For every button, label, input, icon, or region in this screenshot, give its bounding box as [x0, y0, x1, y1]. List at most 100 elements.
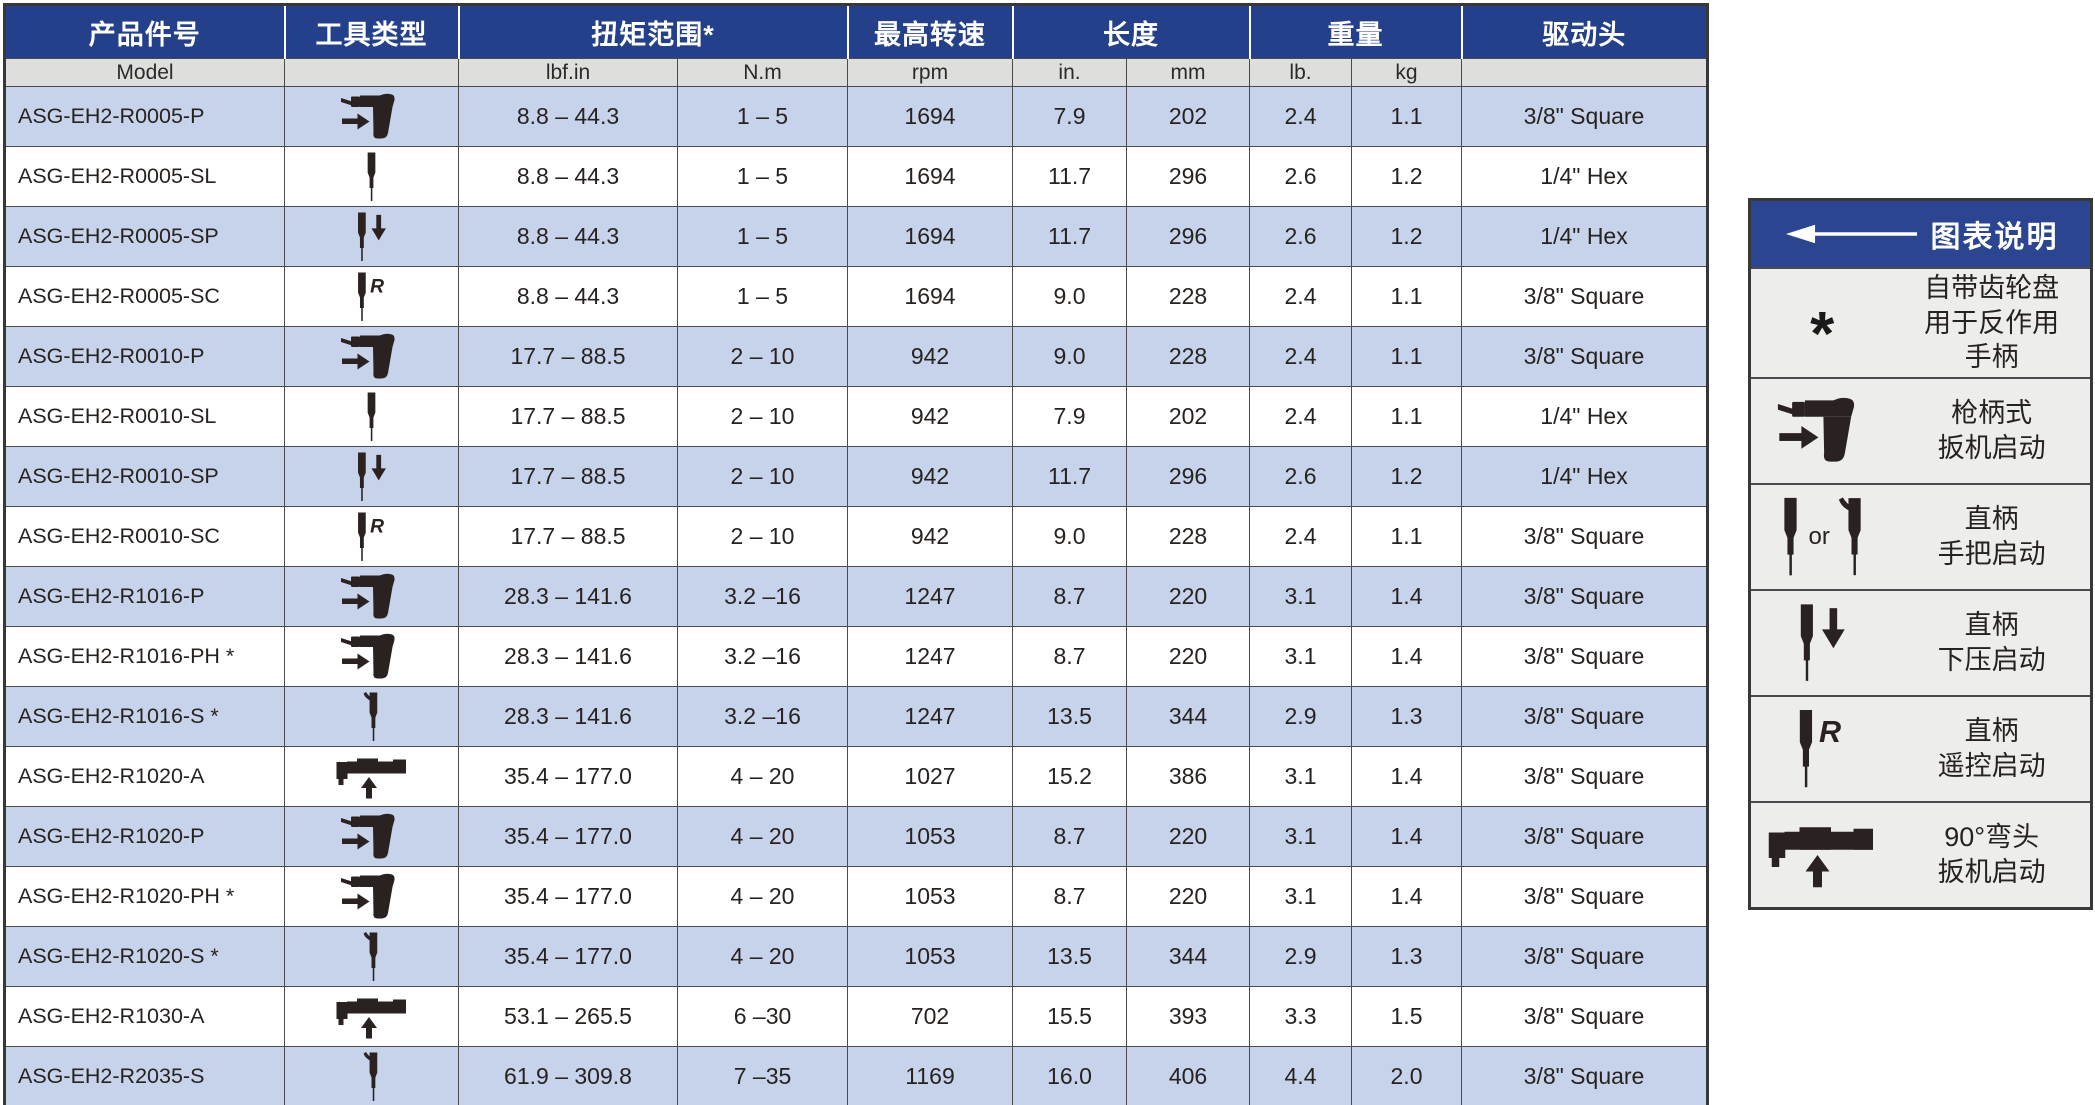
- drive-cell: 3/8" Square: [1461, 686, 1709, 747]
- weight-lb-cell: 3.1: [1249, 746, 1353, 807]
- weight-lb-cell: 2.4: [1249, 266, 1353, 327]
- length-in-cell: 7.9: [1012, 86, 1128, 147]
- torque-nm-cell: 1 – 5: [676, 206, 849, 267]
- length-mm-cell: 386: [1126, 746, 1251, 807]
- torque-nm-cell: 2 – 10: [676, 326, 849, 387]
- length-mm-cell: 228: [1126, 506, 1251, 567]
- table-row: ASG-EH2-R1020-S * 35.4 – 177.0 4 – 20 10…: [4, 926, 1709, 987]
- speed-rpm-cell: 1053: [847, 866, 1014, 927]
- weight-lb-cell: 2.4: [1249, 386, 1353, 447]
- torque-nm-cell: 3.2 –16: [676, 626, 849, 687]
- length-mm-cell: 228: [1126, 326, 1251, 387]
- legend-title: 图表说明: [1930, 221, 2059, 254]
- straight-icon: [364, 392, 379, 442]
- length-in-cell: 8.7: [1012, 566, 1128, 627]
- legend-item-label: 90°弯头 扳机启动: [1937, 822, 2046, 887]
- weight-lb-cell: 2.6: [1249, 146, 1353, 207]
- pistol-icon: [340, 631, 404, 683]
- tool-type-cell: [284, 86, 459, 147]
- length-mm-cell: 228: [1126, 266, 1251, 327]
- torque-nm-cell: 4 – 20: [676, 806, 849, 867]
- subheader-kg: kg: [1351, 58, 1463, 87]
- tool-type-cell: [284, 266, 459, 327]
- length-in-cell: 11.7: [1012, 446, 1128, 507]
- torque-nm-cell: 2 – 10: [676, 506, 849, 567]
- table-row: ASG-EH2-R1016-S * 28.3 – 141.6 3.2 –16 1…: [4, 686, 1709, 747]
- model-cell: ASG-EH2-R1020-S *: [4, 926, 285, 987]
- header-max-speed: 最高转速: [846, 4, 1013, 59]
- legend-item: 直柄 遥控启动: [1751, 695, 2090, 801]
- weight-lb-cell: 3.3: [1249, 986, 1353, 1047]
- speed-rpm-cell: 1694: [847, 206, 1014, 267]
- spec-table: 产品件号 工具类型 扭矩范围* 最高转速 长度 重量 驱动头 Model lbf…: [3, 3, 1710, 1105]
- length-in-cell: 9.0: [1012, 266, 1128, 327]
- legend-item-label: 自带齿轮盘 用于反作用 手柄: [1924, 273, 2060, 373]
- header-weight: 重量: [1248, 4, 1462, 59]
- tool-type-cell: [284, 986, 459, 1047]
- weight-kg-cell: 1.4: [1351, 866, 1463, 927]
- torque-lbfin-cell: 28.3 – 141.6: [458, 566, 678, 627]
- table-row: ASG-EH2-R0010-SL 17.7 – 88.5 2 – 10 942 …: [4, 386, 1709, 447]
- length-in-cell: 8.7: [1012, 806, 1128, 867]
- weight-kg-cell: 1.4: [1351, 626, 1463, 687]
- drive-cell: 3/8" Square: [1461, 86, 1709, 147]
- torque-lbfin-cell: 35.4 – 177.0: [458, 806, 678, 867]
- tool-type-cell: [284, 926, 459, 987]
- torque-lbfin-cell: 8.8 – 44.3: [458, 206, 678, 267]
- tool-type-cell: [284, 206, 459, 267]
- model-cell: ASG-EH2-R1030-A: [4, 986, 285, 1047]
- length-in-cell: 15.5: [1012, 986, 1128, 1047]
- length-in-cell: 8.7: [1012, 626, 1128, 687]
- weight-lb-cell: 3.1: [1249, 626, 1353, 687]
- weight-lb-cell: 2.9: [1249, 926, 1353, 987]
- speed-rpm-cell: 942: [847, 506, 1014, 567]
- model-cell: ASG-EH2-R0005-SP: [4, 206, 285, 267]
- model-cell: ASG-EH2-R2035-S: [4, 1046, 285, 1105]
- torque-nm-cell: 2 – 10: [676, 446, 849, 507]
- torque-nm-cell: 6 –30: [676, 986, 849, 1047]
- header-product-number: 产品件号: [4, 4, 285, 59]
- torque-lbfin-cell: 53.1 – 265.5: [458, 986, 678, 1047]
- weight-kg-cell: 2.0: [1351, 1046, 1463, 1105]
- table-row: ASG-EH2-R0005-SC 8.8 – 44.3 1 – 5 1694 9…: [4, 266, 1709, 327]
- length-mm-cell: 344: [1126, 686, 1251, 747]
- legend-item: * 自带齿轮盘 用于反作用 手柄: [1751, 267, 2090, 377]
- straight-remote-icon: [1796, 704, 1848, 794]
- header-torque-range: 扭矩范围*: [457, 4, 848, 59]
- torque-lbfin-cell: 17.7 – 88.5: [458, 326, 678, 387]
- tool-type-cell: [284, 806, 459, 867]
- torque-nm-cell: 4 – 20: [676, 746, 849, 807]
- length-in-cell: 16.0: [1012, 1046, 1128, 1105]
- speed-rpm-cell: 942: [847, 326, 1014, 387]
- length-in-cell: 13.5: [1012, 686, 1128, 747]
- table-header-row: 产品件号 工具类型 扭矩范围* 最高转速 长度 重量 驱动头: [4, 4, 1708, 59]
- tool-type-cell: [284, 866, 459, 927]
- speed-rpm-cell: 942: [847, 386, 1014, 447]
- speed-rpm-cell: 1247: [847, 686, 1014, 747]
- speed-rpm-cell: 702: [847, 986, 1014, 1047]
- model-cell: ASG-EH2-R1016-PH *: [4, 626, 285, 687]
- straight-lever-icon: [362, 692, 381, 742]
- length-in-cell: 9.0: [1012, 506, 1128, 567]
- weight-lb-cell: 3.1: [1249, 806, 1353, 867]
- speed-rpm-cell: 1027: [847, 746, 1014, 807]
- drive-cell: 3/8" Square: [1461, 806, 1709, 867]
- length-mm-cell: 406: [1126, 1046, 1251, 1105]
- pistol-icon: [340, 331, 404, 383]
- subheader-rpm: rpm: [847, 58, 1014, 87]
- table-row: ASG-EH2-R0005-P 8.8 – 44.3 1 – 5 1694 7.…: [4, 86, 1709, 147]
- straight-remote-icon: [355, 272, 389, 322]
- angle-icon: [336, 755, 408, 799]
- subheader-mm: mm: [1126, 58, 1251, 87]
- tool-type-cell: [284, 686, 459, 747]
- drive-cell: 1/4" Hex: [1461, 386, 1709, 447]
- length-mm-cell: 220: [1126, 806, 1251, 867]
- weight-kg-cell: 1.2: [1351, 206, 1463, 267]
- subheader-lbfin: lbf.in: [458, 58, 678, 87]
- straight-down-icon: [355, 212, 388, 262]
- table-subheader-row: Model lbf.in N.m rpm in. mm lb. kg: [4, 58, 1709, 87]
- length-mm-cell: 220: [1126, 866, 1251, 927]
- asterisk-icon: *: [1810, 300, 1835, 370]
- torque-lbfin-cell: 8.8 – 44.3: [458, 146, 678, 207]
- table-row: ASG-EH2-R0005-SP 8.8 – 44.3 1 – 5 1694 1…: [4, 206, 1709, 267]
